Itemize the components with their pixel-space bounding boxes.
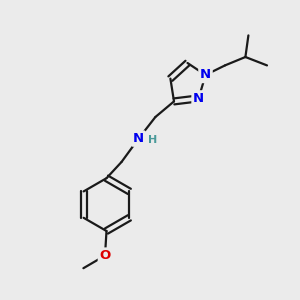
Text: N: N: [200, 68, 211, 82]
Text: N: N: [193, 92, 204, 105]
Text: N: N: [133, 132, 144, 145]
Text: H: H: [148, 135, 157, 145]
Text: O: O: [99, 249, 111, 262]
